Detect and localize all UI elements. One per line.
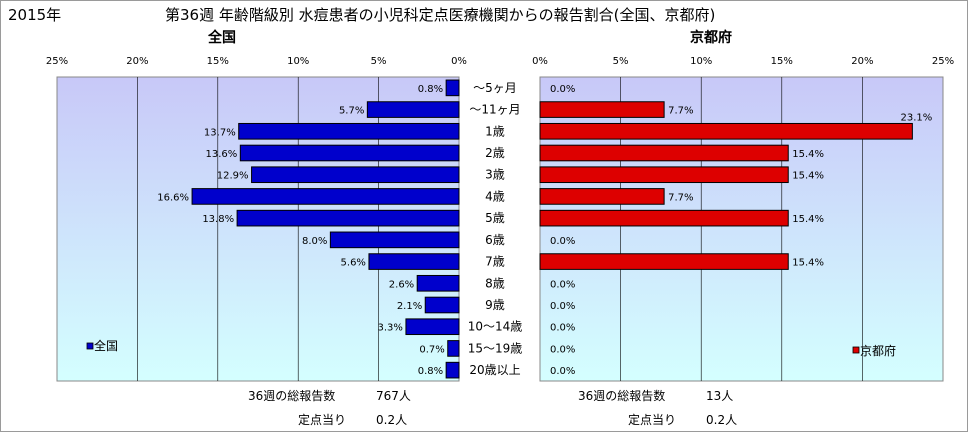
- national-legend-swatch: [86, 342, 94, 350]
- category-label: 7歳: [485, 255, 505, 269]
- category-label: ～5ヶ月: [473, 81, 517, 95]
- national-data-label: 13.6%: [206, 149, 238, 160]
- kyoto-legend-label: 京都府: [860, 343, 896, 358]
- kyoto-panel-title: 京都府: [690, 30, 732, 46]
- category-label: 3歳: [485, 168, 505, 182]
- kyoto-data-label: 15.4%: [792, 214, 824, 225]
- category-label: 1歳: [485, 124, 505, 138]
- kyoto-data-label: 7.7%: [668, 106, 693, 117]
- national-bar: [424, 296, 460, 314]
- national-bar: [191, 188, 460, 205]
- national-data-label: 12.9%: [217, 171, 249, 182]
- category-label: 10～14歳: [468, 320, 523, 334]
- kyoto-tick-label: 25%: [932, 56, 954, 67]
- national-data-label: 8.0%: [302, 236, 327, 247]
- kyoto-per-site-label: 定点当り: [628, 413, 677, 427]
- kyoto-tick-label: 5%: [613, 56, 629, 67]
- category-label: 5歳: [485, 211, 505, 225]
- kyoto-total-value: 13人: [706, 389, 734, 403]
- kyoto-data-label: 0.0%: [550, 344, 575, 355]
- national-bar: [445, 361, 460, 379]
- national-panel-title: 全国: [208, 30, 236, 46]
- national-data-label: 5.6%: [341, 258, 366, 269]
- kyoto-data-label: 0.0%: [550, 366, 575, 377]
- national-plot-area: [56, 76, 460, 382]
- kyoto-bar: [539, 253, 789, 270]
- kyoto-data-label: 0.0%: [550, 236, 575, 247]
- kyoto-per-site-value: 0.2人: [706, 413, 738, 427]
- national-data-label: 0.8%: [418, 84, 443, 95]
- national-data-label: 5.7%: [339, 106, 364, 117]
- category-label: ～11ヶ月: [469, 103, 520, 117]
- national-data-label: 2.6%: [389, 279, 414, 290]
- national-data-label: 13.8%: [202, 214, 234, 225]
- kyoto-plot-area: [539, 76, 944, 382]
- kyoto-legend-swatch: [852, 346, 860, 354]
- kyoto-data-label: 0.0%: [550, 84, 575, 95]
- national-bar: [368, 253, 460, 270]
- kyoto-bar: [539, 144, 789, 162]
- national-data-label: 3.3%: [378, 323, 403, 334]
- category-label: 6歳: [485, 233, 505, 247]
- national-data-label: 2.1%: [397, 301, 422, 312]
- national-total-value: 767人: [376, 389, 411, 403]
- category-label: 15～19歳: [468, 341, 523, 355]
- national-tick-label: 10%: [287, 56, 309, 67]
- kyoto-bar: [539, 188, 665, 205]
- year-label: 2015年: [8, 6, 62, 24]
- category-label: 9歳: [485, 298, 505, 312]
- national-bar: [366, 101, 460, 118]
- kyoto-bar: [539, 122, 913, 140]
- kyoto-data-label: 15.4%: [792, 171, 824, 182]
- kyoto-tick-label: 15%: [771, 56, 793, 67]
- category-label: 20歳以上: [469, 363, 520, 377]
- national-bar: [238, 122, 460, 140]
- national-data-label: 13.7%: [204, 127, 236, 138]
- national-bar: [236, 209, 460, 227]
- kyoto-data-label: 7.7%: [668, 192, 693, 203]
- national-data-label: 0.7%: [419, 344, 444, 355]
- kyoto-tick-label: 10%: [690, 56, 712, 67]
- national-tick-label: 25%: [46, 56, 68, 67]
- chart-title: 第36週 年齢階級別 水痘患者の小児科定点医療機関からの報告割合(全国、京都府): [165, 6, 716, 24]
- kyoto-bar: [539, 101, 665, 118]
- kyoto-bar: [539, 209, 789, 227]
- national-bar: [416, 274, 460, 292]
- kyoto-data-label: 23.1%: [900, 112, 932, 123]
- category-label: 2歳: [485, 146, 505, 160]
- kyoto-bar: [539, 166, 789, 184]
- kyoto-data-label: 15.4%: [792, 149, 824, 160]
- kyoto-tick-label: 20%: [851, 56, 873, 67]
- national-total-label: 36週の総報告数: [248, 389, 336, 403]
- national-tick-label: 20%: [126, 56, 148, 67]
- kyoto-total-label: 36週の総報告数: [578, 389, 666, 403]
- national-data-label: 16.6%: [157, 192, 189, 203]
- national-bar: [239, 144, 460, 162]
- national-bar: [445, 79, 460, 97]
- national-tick-label: 0%: [451, 56, 467, 67]
- national-bar: [447, 340, 460, 357]
- category-label: 8歳: [485, 276, 505, 290]
- national-per-site-label: 定点当り: [298, 413, 347, 427]
- national-legend-label: 全国: [94, 338, 118, 353]
- national-bar: [251, 166, 460, 184]
- kyoto-data-label: 0.0%: [550, 301, 575, 312]
- national-tick-label: 5%: [371, 56, 387, 67]
- national-tick-label: 15%: [207, 56, 229, 67]
- kyoto-tick-label: 0%: [532, 56, 548, 67]
- national-per-site-value: 0.2人: [376, 413, 408, 427]
- kyoto-data-label: 0.0%: [550, 323, 575, 334]
- kyoto-data-label: 15.4%: [792, 258, 824, 269]
- kyoto-data-label: 0.0%: [550, 279, 575, 290]
- national-bar: [405, 318, 460, 336]
- national-data-label: 0.8%: [418, 366, 443, 377]
- category-label: 4歳: [485, 189, 505, 203]
- national-bar: [329, 231, 460, 249]
